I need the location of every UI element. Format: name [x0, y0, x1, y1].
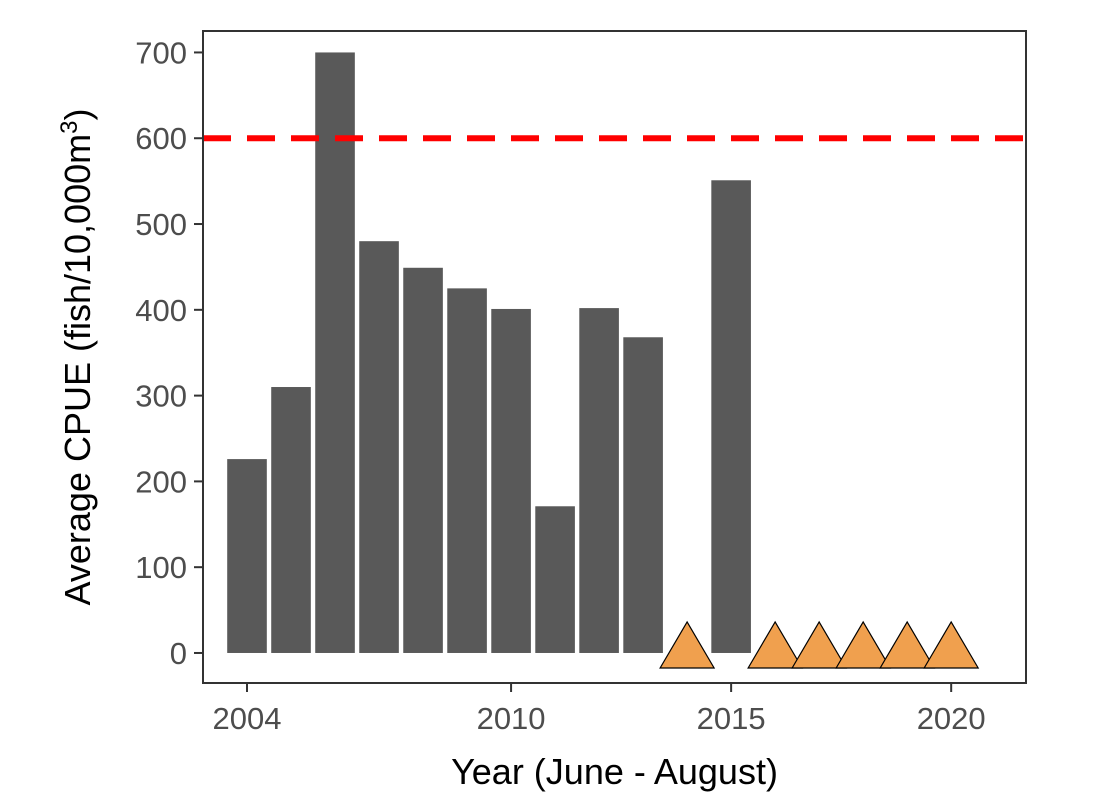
bar-2010 [491, 308, 531, 653]
bar-2006 [315, 52, 355, 653]
marker-2019 [879, 620, 936, 669]
x-tick-label-2010: 2010 [477, 701, 546, 736]
plot-panel-border [202, 30, 1027, 684]
y-tick-label-0: 0 [170, 636, 187, 671]
x-tick-label-2020: 2020 [917, 701, 986, 736]
bar-2004 [227, 459, 267, 653]
x-axis: 2004 2010 2015 2020 [213, 683, 986, 736]
bar-2005 [271, 387, 311, 653]
bar-2011 [535, 506, 575, 653]
y-tick-label-500: 500 [135, 207, 187, 242]
bars-group [227, 52, 751, 653]
y-tick-label-700: 700 [135, 35, 187, 70]
y-tick-label-200: 200 [135, 464, 187, 499]
bar-2008 [403, 267, 443, 653]
bar-2012 [579, 308, 619, 653]
bar-2013 [623, 337, 663, 653]
marker-2017 [791, 620, 848, 669]
x-tick-label-2015: 2015 [697, 701, 766, 736]
marker-2020 [923, 620, 980, 669]
y-tick-label-400: 400 [135, 293, 187, 328]
y-axis-title: Average CPUE (fish/10,000m3) [56, 109, 99, 606]
x-axis-title: Year (June - August) [451, 751, 778, 792]
x-tick-label-2004: 2004 [213, 701, 282, 736]
y-tick-label-600: 600 [135, 121, 187, 156]
markers-group [659, 620, 980, 669]
y-axis-title-close: ) [57, 109, 98, 121]
bar-2007 [359, 241, 399, 653]
marker-2018 [835, 620, 892, 669]
y-axis-title-main: Average CPUE (fish/10,000m [57, 134, 98, 606]
y-tick-label-100: 100 [135, 550, 187, 585]
bar-2015 [711, 180, 751, 653]
bar-2009 [447, 288, 487, 653]
y-axis: 0 100 200 300 400 500 600 700 [135, 35, 203, 671]
marker-2014 [659, 620, 716, 669]
y-axis-title-superscript: 3 [56, 121, 83, 134]
marker-2016 [747, 620, 804, 669]
y-tick-label-300: 300 [135, 379, 187, 414]
